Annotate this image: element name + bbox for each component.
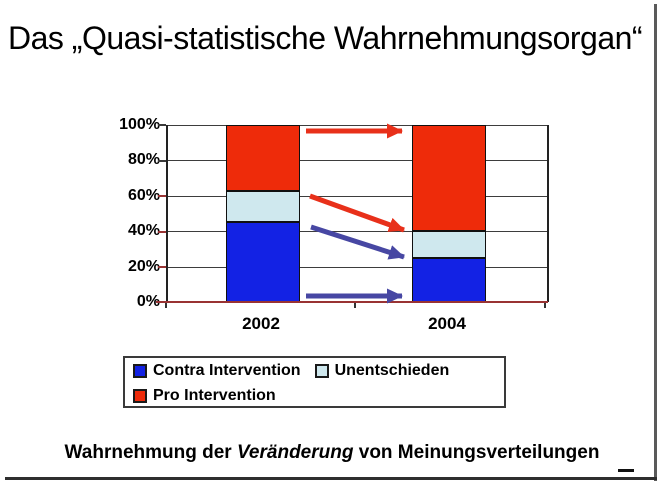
slide-title: Das „Quasi-statistische Wahrnehmungsorga…	[8, 20, 643, 56]
bar-segment-unentschieden-2002	[226, 190, 300, 223]
y-tick-mark	[158, 266, 166, 268]
gridline-20	[168, 266, 547, 268]
footer-dash	[618, 469, 634, 472]
x-tick-mark	[165, 303, 167, 308]
gridline-40	[168, 231, 547, 233]
legend-label-pro: Pro Intervention	[153, 387, 276, 404]
y-tick-mark	[158, 124, 166, 126]
x-tick-mark	[354, 303, 356, 308]
y-tick-label-0: 0%	[136, 293, 160, 310]
legend-label-contra: Contra Intervention	[153, 362, 301, 379]
bar-segment-pro-2004	[412, 125, 486, 232]
y-tick-label-40: 40%	[127, 222, 160, 240]
x-tick-mark	[544, 303, 546, 308]
gridline-80	[168, 160, 547, 162]
bar-segment-unentschieden-2004	[412, 231, 486, 258]
bar-segment-contra-2004	[412, 257, 486, 302]
bar-segment-pro-2002	[226, 125, 300, 191]
caption-italic: Veränderung	[236, 442, 354, 463]
y-tick-label-80: 80%	[127, 151, 160, 169]
legend-box: Contra Intervention Unentschieden Pro In…	[123, 356, 506, 408]
x-axis-label-2004: 2004	[428, 314, 466, 333]
y-axis-labels: 100% 80% 60% 40% 20% 0%	[56, 116, 160, 310]
gridline-100	[168, 125, 547, 126]
y-tick-mark	[158, 231, 166, 233]
y-tick-label-20: 20%	[127, 257, 160, 275]
frame-bottom-edge	[5, 477, 657, 480]
stacked-bar-2004	[412, 125, 486, 302]
y-tick-mark	[158, 160, 166, 162]
legend-row-2: Pro Intervention	[125, 384, 504, 408]
bar-segment-contra-2002	[226, 222, 300, 302]
caption: Wahrnehmung der Veränderung von Meinungs…	[0, 442, 664, 464]
arrow-red-diagonal	[309, 193, 405, 233]
legend-row-1: Contra Intervention Unentschieden	[125, 359, 504, 383]
y-tick-label-100: 100%	[119, 116, 160, 133]
legend-swatch-unentschieden	[314, 364, 329, 378]
x-axis-label-2002: 2002	[242, 314, 280, 333]
legend-label-unentschieden: Unentschieden	[334, 362, 450, 379]
legend-swatch-pro	[133, 389, 147, 403]
plot-area	[166, 125, 549, 302]
zero-baseline	[156, 301, 548, 303]
legend-swatch-contra	[133, 364, 147, 378]
trend-arrows-svg	[306, 123, 405, 304]
gridline-60	[168, 195, 547, 197]
y-tick-label-60: 60%	[127, 186, 160, 204]
caption-part1: Wahrnehmung der	[64, 442, 237, 463]
stacked-bar-2002	[226, 125, 300, 302]
arrow-blue-diagonal	[310, 224, 405, 260]
frame-right-edge	[654, 4, 657, 481]
y-tick-mark	[158, 195, 166, 197]
caption-part2: von Meinungsverteilungen	[353, 442, 600, 463]
